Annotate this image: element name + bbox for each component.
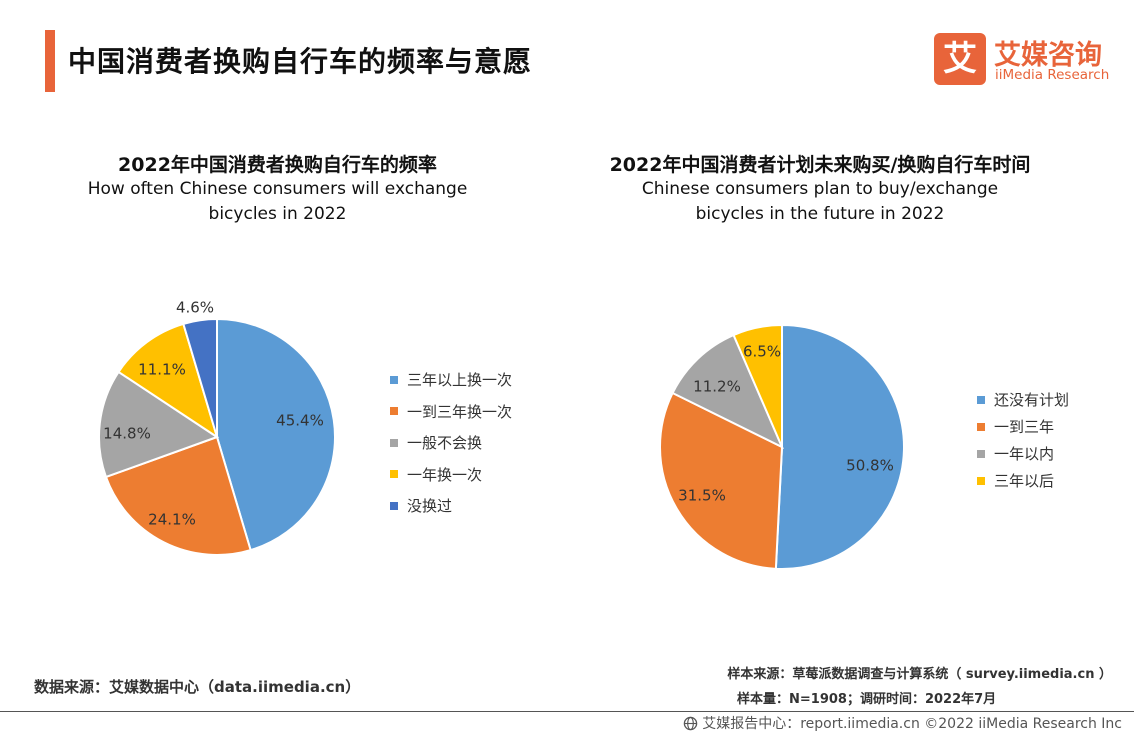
chart1-slice-3 bbox=[98, 370, 220, 479]
legend-swatch bbox=[390, 375, 398, 384]
chart1-legend-item: 没换过 bbox=[390, 490, 512, 522]
legend-swatch bbox=[390, 407, 398, 416]
chart2-title-block: 2022年中国消费者计划未来购买/换购自行车时间 Chinese consume… bbox=[560, 153, 1080, 227]
footer-credit: 艾媒报告中心：report.iimedia.cn ©2022 iiMedia R… bbox=[683, 713, 1122, 733]
legend-swatch bbox=[390, 470, 398, 479]
logo-chinese-text: 艾媒咨询 bbox=[994, 40, 1102, 71]
chart2-legend-item: 还没有计划 bbox=[977, 386, 1069, 413]
chart2-data-label-4: 6.5% bbox=[743, 343, 781, 361]
chart2-slice-3 bbox=[671, 333, 784, 450]
chart1-slice-1 bbox=[216, 317, 336, 552]
sample-size: 样本量：N=1908；调研时间：2022年7月 bbox=[737, 692, 997, 707]
legend-label: 三年以上换一次 bbox=[407, 371, 513, 390]
chart2-title: 2022年中国消费者计划未来购买/换购自行车时间 bbox=[609, 154, 1031, 176]
chart1-subtitle: How often Chinese consumers will exchang… bbox=[87, 179, 468, 224]
legend-label: 三年以后 bbox=[994, 472, 1055, 490]
chart2-slice-4 bbox=[732, 323, 783, 448]
chart1-data-label-4: 11.1% bbox=[138, 361, 186, 379]
chart1-data-label-5: 4.6% bbox=[176, 299, 214, 317]
legend-label: 没换过 bbox=[407, 497, 453, 516]
chart2-slice-2 bbox=[659, 391, 784, 570]
chart2-data-label-3: 11.2% bbox=[693, 378, 741, 396]
chart1-data-label-1: 45.4% bbox=[276, 412, 324, 430]
legend-swatch bbox=[390, 438, 398, 447]
chart2-legend-item: 三年以后 bbox=[977, 467, 1069, 494]
chart2-legend-item: 一到三年 bbox=[977, 413, 1069, 440]
chart2-slice-1 bbox=[774, 323, 905, 570]
footer-divider bbox=[0, 711, 1134, 712]
legend-label: 一到三年换一次 bbox=[407, 402, 513, 421]
chart1-legend-item: 一年换一次 bbox=[390, 459, 512, 491]
title-accent-bar bbox=[45, 30, 55, 92]
footer-credit-text: 艾媒报告中心：report.iimedia.cn ©2022 iiMedia R… bbox=[702, 716, 1122, 732]
chart1-legend: 三年以上换一次 一到三年换一次 一般不会换一年换一次没换过 bbox=[390, 364, 512, 522]
sample-source: 样本来源：草莓派数据调查与计算系统（ survey.iimedia.cn ） bbox=[727, 667, 1112, 682]
legend-swatch bbox=[977, 422, 985, 431]
data-source: 数据来源：艾媒数据中心（data.iimedia.cn） bbox=[34, 678, 361, 696]
chart1-slice-5 bbox=[182, 317, 218, 438]
chart1-legend-item: 一到三年换一次 bbox=[390, 396, 512, 428]
chart1-legend-item: 三年以上换一次 bbox=[390, 364, 512, 396]
logo-mark: 艾 bbox=[934, 33, 986, 85]
chart1-legend-item: 一般不会换 bbox=[390, 427, 512, 459]
legend-swatch bbox=[977, 395, 985, 404]
chart1-data-label-3: 14.8% bbox=[103, 425, 151, 443]
chart1-data-label-2: 24.1% bbox=[148, 511, 196, 529]
chart1-title: 2022年中国消费者换购自行车的频率 bbox=[118, 154, 437, 176]
iimedia-logo: 艾 艾媒咨询 iiMedia Research bbox=[934, 33, 1124, 87]
chart2-legend: 还没有计划一到三年一年以内三年以后 bbox=[977, 386, 1069, 494]
chart1-slice-2 bbox=[104, 435, 252, 556]
legend-swatch bbox=[977, 449, 985, 458]
legend-label: 一到三年 bbox=[994, 418, 1055, 436]
legend-swatch bbox=[390, 501, 398, 510]
chart1-title-block: 2022年中国消费者换购自行车的频率 How often Chinese con… bbox=[70, 153, 485, 227]
globe-icon bbox=[683, 716, 698, 730]
legend-label: 还没有计划 bbox=[994, 391, 1070, 409]
legend-label: 一年换一次 bbox=[407, 465, 483, 484]
chart2-subtitle: Chinese consumers plan to buy/exchange b… bbox=[641, 179, 999, 224]
legend-label: 一年以内 bbox=[994, 445, 1055, 463]
chart2-data-label-1: 50.8% bbox=[846, 457, 894, 475]
page-title: 中国消费者换购自行车的频率与意愿 bbox=[68, 45, 533, 78]
chart1-slice-4 bbox=[117, 322, 219, 440]
legend-label: 一般不会换 bbox=[407, 434, 483, 453]
chart2-data-label-2: 31.5% bbox=[678, 487, 726, 505]
chart2-legend-item: 一年以内 bbox=[977, 440, 1069, 467]
logo-english-text: iiMedia Research bbox=[995, 67, 1110, 83]
legend-swatch bbox=[977, 476, 985, 485]
